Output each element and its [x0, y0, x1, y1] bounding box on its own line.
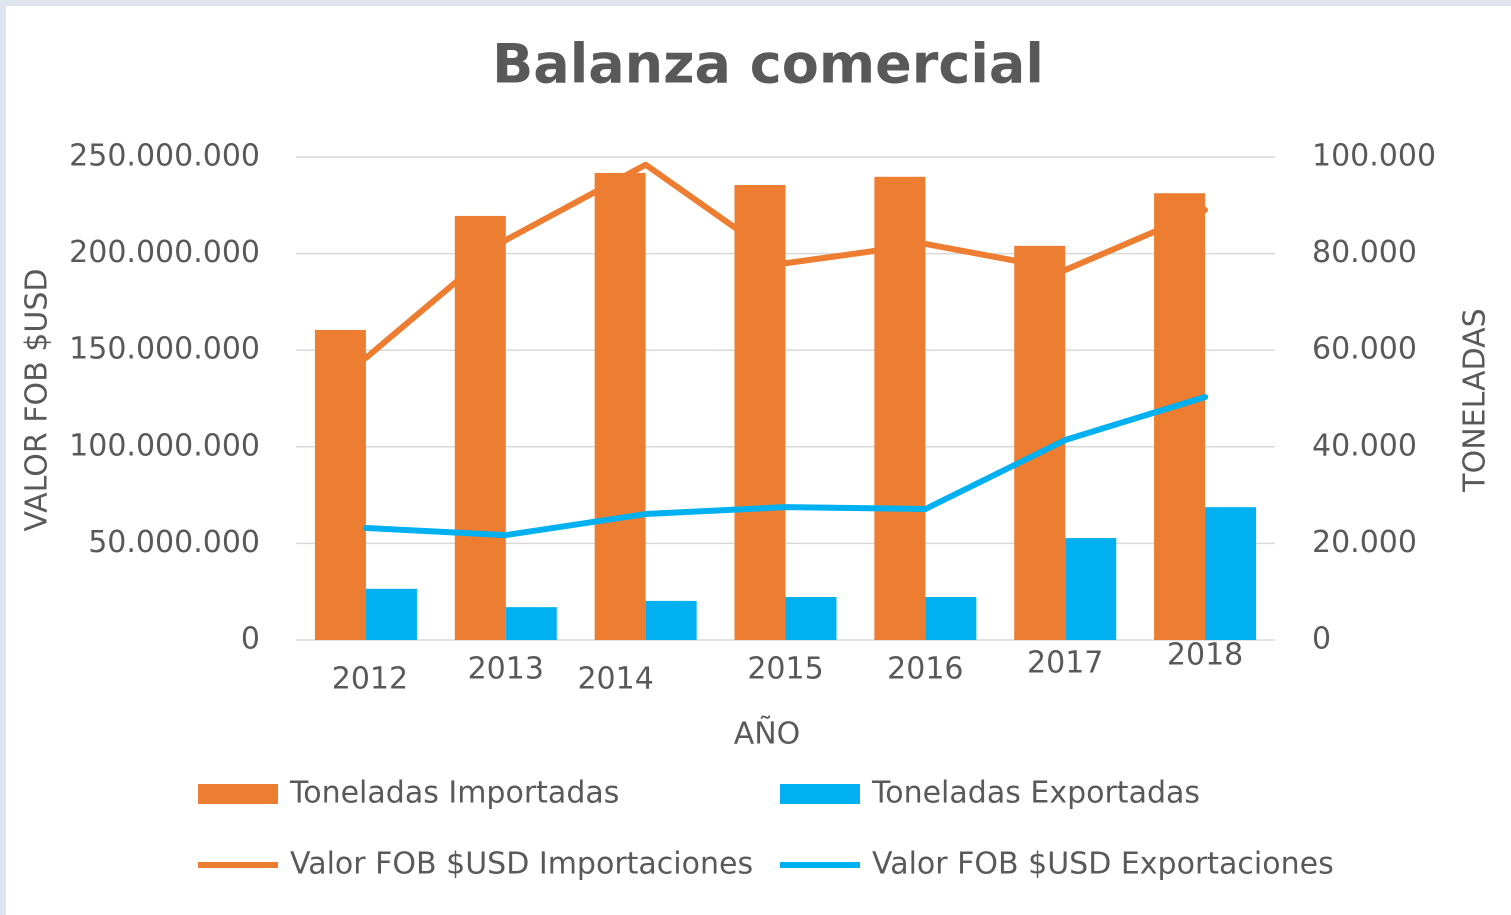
- x-tick-label: 2017: [1027, 646, 1103, 681]
- y2-tick-label: 20.000: [1312, 525, 1417, 560]
- y-axis-label: VALOR FOB $USD: [20, 269, 55, 532]
- bar: [645, 600, 697, 640]
- bar: [1154, 193, 1206, 640]
- y-tick-label: 50.000.000: [88, 525, 260, 560]
- y2-tick-label: 40.000: [1312, 428, 1417, 463]
- x-tick-label: 2014: [577, 662, 653, 697]
- bar: [785, 597, 837, 640]
- legend-label: Toneladas Exportadas: [871, 776, 1200, 811]
- y2-tick-label: 100.000: [1312, 139, 1436, 174]
- y2-tick-label: 80.000: [1312, 235, 1417, 270]
- y2-axis-label: TONELADAS: [1458, 308, 1493, 492]
- bar: [734, 185, 786, 640]
- bar: [314, 329, 366, 640]
- legend-label: Toneladas Importadas: [289, 776, 619, 811]
- legend-swatch: [780, 784, 860, 804]
- y-tick-label: 100.000.000: [69, 428, 260, 463]
- x-tick-label: 2013: [468, 652, 544, 687]
- legend-label: Valor FOB $USD Importaciones: [290, 847, 753, 882]
- x-tick-label: 2018: [1167, 638, 1243, 673]
- y2-tick-label: 60.000: [1312, 332, 1417, 367]
- x-tick-label: 2015: [747, 652, 823, 687]
- line: [362, 393, 1209, 539]
- line: [362, 161, 1209, 361]
- y2-tick-label: 0: [1312, 622, 1331, 657]
- bar: [874, 176, 926, 641]
- bar: [505, 607, 557, 640]
- y-tick-label: 0: [241, 622, 260, 657]
- bar: [365, 588, 417, 640]
- chart-title: Balanza comercial: [492, 33, 1044, 96]
- y-tick-label: 250.000.000: [69, 139, 260, 174]
- y-tick-label: 200.000.000: [69, 235, 260, 270]
- bar: [1205, 507, 1257, 640]
- bar: [594, 172, 646, 640]
- x-axis-label: AÑO: [734, 716, 801, 752]
- bar: [925, 597, 977, 640]
- y-tick-label: 150.000.000: [69, 332, 260, 367]
- bar: [1065, 538, 1117, 640]
- x-tick-label: 2012: [332, 662, 408, 697]
- x-tick-label: 2016: [887, 652, 963, 687]
- legend-label: Valor FOB $USD Exportaciones: [872, 847, 1334, 882]
- bar: [454, 215, 506, 640]
- legend-swatch: [198, 784, 278, 804]
